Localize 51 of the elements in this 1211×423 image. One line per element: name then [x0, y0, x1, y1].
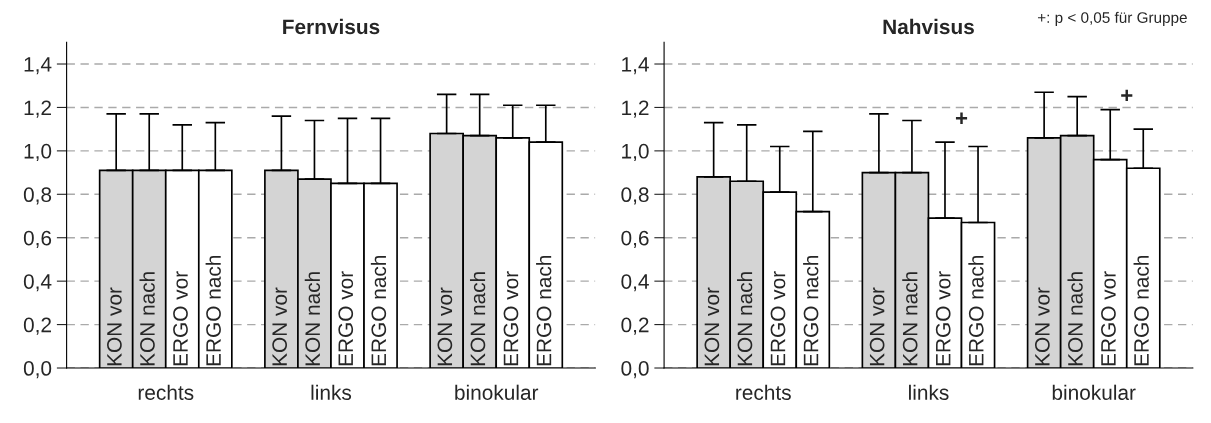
y-tick-label: 0,6 — [621, 230, 649, 248]
text: +: p < 0,05 für Gruppe — [1037, 11, 1187, 27]
y-tick-label: 0,2 — [23, 317, 51, 335]
text: KON vor — [1034, 287, 1050, 366]
series-label: ERGO nach — [803, 255, 819, 366]
x-tick-label: binokular — [1052, 384, 1136, 400]
series-label: ERGO vor — [770, 271, 786, 366]
chart-title: Nahvisus — [883, 18, 974, 35]
y-tick-label: 0,0 — [621, 361, 649, 379]
x-tick-label: links — [909, 384, 949, 400]
y-tick-label: 0,8 — [23, 187, 52, 205]
x-tick-label: rechts — [138, 384, 194, 400]
y-tick-label: 1,4 — [24, 57, 52, 75]
y-tick-label: 0,2 — [621, 317, 649, 335]
y-tick-label: 0,4 — [621, 274, 649, 292]
text: KON vor — [437, 287, 453, 366]
text: ERGO nach — [536, 255, 552, 366]
y-tick-label: 1,2 — [622, 100, 649, 118]
series-label: KON nach — [736, 272, 753, 366]
y-tick-label: 0,6 — [23, 230, 52, 248]
y-tick-label: 1,4 — [622, 57, 649, 75]
series-label: KON vor — [107, 287, 122, 366]
text: KON nach — [1067, 272, 1083, 366]
x-tick-label: binokular — [455, 384, 539, 400]
x-tick-label: links — [311, 384, 352, 400]
text: ERGO nach — [968, 255, 984, 366]
text: KON nach — [304, 272, 321, 366]
series-label: KON vor — [704, 287, 720, 366]
series-label: ERGO vor — [173, 271, 188, 366]
text: KON vor — [272, 287, 287, 366]
y-tick-label: 1,0 — [24, 143, 52, 162]
annotation: + — [955, 112, 968, 124]
chart-title: Fernvisus — [283, 18, 380, 35]
annotation: + — [1121, 89, 1133, 102]
y-tick-label: 0,4 — [23, 274, 52, 292]
text: ERGO vor — [1101, 271, 1116, 366]
series-label: KON nach — [139, 272, 155, 366]
y-tick-label: 1,2 — [24, 100, 51, 118]
text: ERGO nach — [1133, 255, 1149, 366]
series-label: ERGO nach — [205, 255, 221, 366]
text: ERGO vor — [935, 271, 951, 366]
text: KON nach — [902, 272, 918, 366]
y-tick-label: 0,8 — [621, 187, 649, 205]
text: KON vor — [869, 287, 885, 366]
text: ERGO vor — [503, 271, 519, 366]
y-tick-label: 0,0 — [23, 361, 52, 379]
text: ERGO nach — [370, 255, 387, 366]
x-tick-label: rechts — [736, 384, 791, 400]
text: KON nach — [469, 272, 486, 366]
text: ERGO vor — [338, 271, 354, 366]
y-tick-label: 1,0 — [622, 143, 649, 162]
